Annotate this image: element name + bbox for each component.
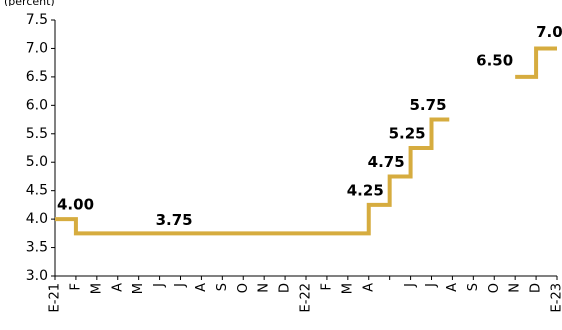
x-tick-label: S xyxy=(215,283,230,291)
x-tick-label: O xyxy=(236,283,251,293)
x-tick-label: N xyxy=(257,283,272,293)
y-tick-label: 3.5 xyxy=(26,240,48,256)
series-lines xyxy=(55,46,557,236)
data-label: 5.25 xyxy=(389,125,426,143)
y-tick-label: 3.0 xyxy=(26,268,48,284)
data-label: 4.75 xyxy=(368,153,405,171)
data-label: 3.75 xyxy=(156,211,193,229)
x-tick-label: E-23 xyxy=(550,283,562,312)
data-label: 6.50 xyxy=(476,51,513,69)
data-label: 5.75 xyxy=(410,96,447,114)
y-tick-label: 7.0 xyxy=(26,40,48,56)
y-tick-label: 7.5 xyxy=(26,12,48,28)
x-tick-label: M xyxy=(89,283,104,294)
x-tick-label: F xyxy=(68,283,83,290)
y-tick-label: 6.0 xyxy=(26,97,48,113)
x-tick-label: A xyxy=(110,283,125,292)
x-tick-label: M xyxy=(340,283,355,294)
x-tick-label: M xyxy=(131,283,146,294)
x-tick-label: F xyxy=(319,283,334,290)
x-tick-label: A xyxy=(194,283,209,292)
x-tick-label: A xyxy=(361,283,376,292)
y-tick-label: 5.5 xyxy=(26,126,48,142)
y-tick-label: 5.0 xyxy=(26,154,48,170)
y-tick-label: 4.0 xyxy=(26,211,48,227)
x-tick-label: O xyxy=(487,283,502,293)
x-tick-label: J xyxy=(403,283,418,288)
x-tick-label: E-21 xyxy=(48,283,63,312)
x-tick-label: S xyxy=(466,283,481,291)
data-label: 7.00 xyxy=(536,23,562,41)
x-tick-label: E-22 xyxy=(299,283,314,312)
x-tick-label: J xyxy=(152,283,167,288)
data-labels: 4.00 3.75 4.25 4.75 5.25 5.75 6.50 7.00 xyxy=(57,23,562,229)
y-tick-label: 6.5 xyxy=(26,69,48,85)
x-tick-label: N xyxy=(508,283,523,293)
data-label: 4.25 xyxy=(347,181,384,199)
x-tick-label: D xyxy=(278,283,293,293)
y-tick-label: 4.5 xyxy=(26,183,48,199)
unit-label: (percent) xyxy=(4,0,55,8)
series-line-0 xyxy=(55,117,450,236)
x-tick-label: A xyxy=(445,283,460,292)
x-tick-label: J xyxy=(173,283,188,288)
y-axis: 3.0 3.5 4.0 4.5 5.0 5.5 6.0 6.5 7.0 7.5 xyxy=(26,12,56,284)
x-tick-label: D xyxy=(529,283,544,293)
x-tick-label: J xyxy=(424,283,439,288)
data-label: 4.00 xyxy=(57,196,94,214)
x-axis: E-21 F M A M J J A S O N D E-22 F M A J J A S O N D E-23 xyxy=(48,275,562,312)
series-line-1 xyxy=(515,46,557,79)
